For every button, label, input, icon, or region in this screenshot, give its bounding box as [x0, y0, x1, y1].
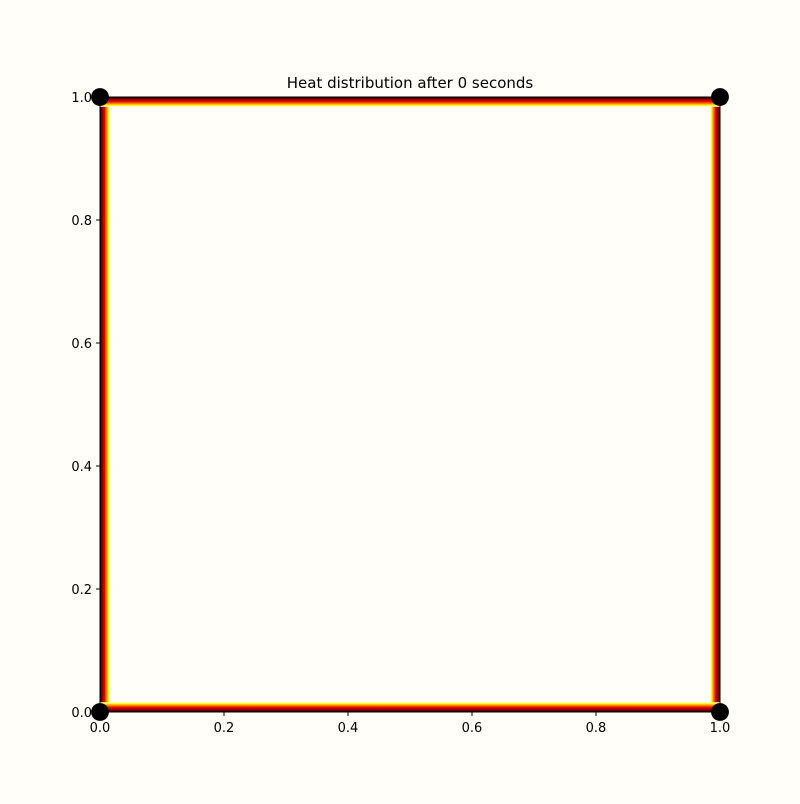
y-tick-label: 0.2	[71, 583, 92, 598]
x-tick-label: 0.0	[90, 721, 111, 736]
y-tick-label: 0.4	[71, 460, 92, 475]
x-axis: 0.0 0.2 0.4 0.6 0.8 1.0	[90, 712, 731, 736]
chart-title: Heat distribution after 0 seconds	[287, 74, 534, 92]
x-tick-label: 0.6	[462, 721, 483, 736]
axes-frame	[99, 96, 721, 713]
plot-area	[91, 88, 729, 721]
heatmap-boundary-left	[100, 97, 110, 712]
x-tick-label: 0.8	[586, 721, 607, 736]
y-axis: 0.0 0.2 0.4 0.6 0.8 1.0	[71, 91, 100, 721]
heatmap-boundary-right	[710, 97, 720, 712]
heatmap-interior	[100, 97, 720, 712]
y-tick-label: 0.6	[71, 337, 92, 352]
heatmap-boundary-top	[100, 97, 720, 107]
y-tick-label: 0.8	[71, 214, 92, 229]
y-tick-label: 0.0	[71, 706, 92, 721]
y-tick-label: 1.0	[71, 91, 92, 106]
x-tick-label: 1.0	[710, 721, 731, 736]
heatmap-boundary-bottom	[100, 702, 720, 712]
x-tick-label: 0.4	[338, 721, 359, 736]
x-tick-label: 0.2	[214, 721, 235, 736]
